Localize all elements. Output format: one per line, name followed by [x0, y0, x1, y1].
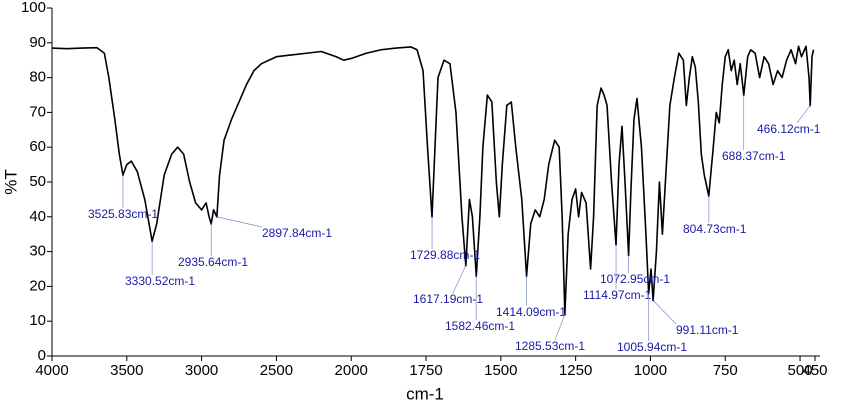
leader-line: [216, 216, 263, 228]
peak-marker: [707, 194, 710, 197]
peak-marker: [151, 240, 154, 243]
peak-marker: [809, 104, 812, 107]
leader-line: [554, 314, 566, 341]
peak-marker: [563, 313, 566, 316]
leader-line: [652, 300, 677, 325]
y-tick-label: 50: [29, 173, 46, 190]
y-tick-label: 40: [29, 208, 46, 225]
x-tick-label: 4000: [35, 362, 68, 379]
peak-label: 1114.97cm-1: [583, 288, 652, 302]
y-tick-label: 60: [29, 138, 46, 155]
spectrum-line: [51, 45, 815, 316]
peak-marker: [121, 174, 124, 177]
y-tick-label: 20: [29, 277, 46, 294]
peak-marker: [215, 215, 218, 218]
peak-label: 1617.19cm-1: [413, 292, 483, 306]
leader-line: [452, 265, 467, 294]
x-tick-label: 3000: [185, 362, 218, 379]
y-tick-label: 10: [29, 312, 46, 329]
peak-marker: [627, 254, 630, 257]
peak-label: 2935.64cm-1: [178, 255, 248, 269]
y-tick-label: 70: [29, 103, 46, 120]
peak-label: 688.37cm-1: [722, 149, 786, 163]
peak-label: 1285.53cm-1: [515, 339, 585, 353]
y-axis-label: %T: [1, 169, 20, 195]
x-tick-label: 1250: [559, 362, 592, 379]
peak-label: 1582.46cm-1: [445, 319, 515, 333]
peak-marker: [464, 264, 467, 267]
peak-label: 1072.95cm-1: [600, 272, 670, 286]
peak-marker: [475, 274, 478, 277]
peak-marker: [210, 222, 213, 225]
peak-label: 1414.09cm-1: [496, 305, 566, 319]
peak-label: 804.73cm-1: [683, 222, 747, 236]
peak-label: 3525.83cm-1: [88, 207, 158, 221]
x-tick-label: 500: [788, 362, 813, 379]
peak-label: 1729.88cm-1: [410, 248, 480, 262]
y-tick-label: 80: [29, 69, 46, 86]
leader-line: [796, 105, 811, 124]
x-tick-label: 3500: [110, 362, 143, 379]
x-axis-label: cm-1: [406, 384, 444, 403]
x-tick-label: 1000: [634, 362, 667, 379]
y-tick-label: 0: [38, 347, 46, 364]
peak-marker: [647, 292, 650, 295]
peak-label: 466.12cm-1: [757, 122, 821, 136]
peak-label: 2897.84cm-1: [262, 226, 332, 240]
x-tick-label: 1750: [409, 362, 442, 379]
peak-label: 3330.52cm-1: [125, 274, 195, 288]
peak-marker: [615, 243, 618, 246]
peak-marker: [742, 94, 745, 96]
x-tick-label: 2500: [260, 362, 293, 379]
x-tick-label: 1500: [484, 362, 517, 379]
peak-marker: [525, 274, 528, 277]
y-tick-label: 30: [29, 243, 46, 260]
y-tick-label: 90: [29, 34, 46, 51]
peak-marker: [652, 299, 655, 302]
peak-marker: [431, 215, 434, 218]
x-tick-label: 750: [713, 362, 738, 379]
x-tick-label: 450: [802, 362, 827, 379]
peak-label: 1005.94cm-1: [617, 340, 687, 354]
peak-label: 991.11cm-1: [676, 323, 739, 337]
x-tick-label: 2000: [335, 362, 368, 379]
y-tick-label: 100: [21, 0, 46, 16]
